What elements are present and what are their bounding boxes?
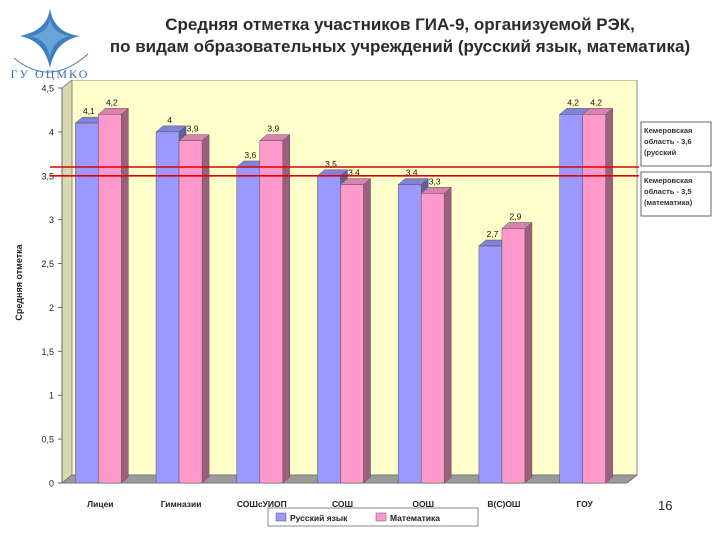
bar: [75, 122, 99, 484]
y-tick-label: 4,5: [41, 84, 54, 94]
plot-side-wall: [61, 80, 73, 485]
legend-label: Русский язык: [290, 513, 348, 523]
data-label: 3,9: [187, 124, 199, 134]
data-label: 4,2: [590, 97, 602, 107]
data-label: 3,4: [406, 168, 418, 178]
data-label: 3,3: [429, 176, 441, 186]
data-label: 3,6: [244, 150, 256, 160]
bar-side: [201, 134, 210, 484]
y-tick-label: 3: [49, 215, 54, 225]
title-line-1: Средняя отметка участников ГИА-9, органи…: [165, 15, 635, 34]
bar-side: [443, 186, 452, 484]
y-tick-label: 0: [49, 479, 54, 489]
reference-label: Кемеровская: [644, 126, 692, 135]
bar-side: [524, 221, 533, 484]
bar: [178, 140, 203, 484]
x-tick-label: В(С)ОШ: [487, 499, 520, 509]
y-tick-label: 1,5: [41, 347, 54, 357]
x-tick-label: Лицеи: [87, 499, 113, 509]
bar: [155, 131, 180, 484]
reference-label: область - 3,6: [644, 137, 692, 146]
data-label: 3,9: [267, 124, 279, 134]
y-tick-label: 4: [49, 127, 54, 137]
bar-side: [282, 134, 291, 484]
page-number: 16: [658, 498, 673, 513]
logo: ГУ ОЦМКО: [4, 2, 96, 82]
data-label: 4,2: [106, 97, 118, 107]
legend-swatch: [275, 512, 287, 522]
bar: [340, 184, 364, 484]
bar-side: [121, 107, 129, 484]
logo-text: ГУ ОЦМКО: [11, 67, 90, 81]
reference-box: [640, 121, 712, 167]
bar: [236, 166, 261, 484]
legend-swatch: [375, 512, 387, 522]
x-tick-label: ГОУ: [576, 499, 593, 509]
bar-side: [363, 178, 371, 484]
legend-box: [267, 507, 479, 527]
bar-chart: 0 0,5 1 1,5 2 2,5 3 3,5 4 4,5 Средняя отметка 4,1 4,…: [14, 80, 712, 527]
bar: [559, 114, 583, 484]
bar: [98, 114, 122, 484]
title-line-2: по видам образовательных учреждений (рус…: [109, 37, 691, 56]
x-tick-label: Гимназии: [161, 499, 202, 509]
legend-label: Математика: [390, 513, 440, 523]
bar: [582, 114, 606, 484]
y-tick-label: 2,5: [41, 259, 54, 269]
reference-box: [640, 171, 712, 217]
x-tick-label: СОШсУИОП: [237, 499, 287, 509]
data-label: 4,2: [567, 97, 579, 107]
bar: [420, 193, 445, 484]
bar: [317, 175, 341, 484]
data-label: 4: [167, 115, 172, 125]
chart-title: Средняя отметка участников ГИА-9, органи…: [100, 14, 700, 58]
y-tick-label: 0,5: [41, 435, 54, 445]
reference-label: (математика): [644, 198, 693, 207]
reference-label: область - 3,5: [644, 187, 692, 196]
bar: [397, 184, 422, 484]
y-tick-label: 3,5: [41, 171, 54, 181]
data-label: 4,1: [83, 106, 95, 116]
x-tick-label: ООШ: [412, 499, 434, 509]
reference-label: Кемеровская: [644, 176, 692, 185]
bar: [259, 140, 284, 484]
bar-side: [605, 107, 613, 484]
data-label: 2,7: [487, 229, 499, 239]
data-label: 3,4: [348, 168, 360, 178]
reference-label: (русский: [644, 148, 677, 157]
y-tick-label: 2: [49, 303, 54, 313]
bar: [478, 245, 503, 484]
data-label: 3,5: [325, 159, 337, 169]
bar: [501, 228, 526, 484]
y-tick-label: 1: [49, 391, 54, 401]
data-label: 2,9: [510, 211, 522, 221]
y-axis-label: Средняя отметка: [14, 243, 24, 320]
x-tick-label: СОШ: [332, 499, 353, 509]
